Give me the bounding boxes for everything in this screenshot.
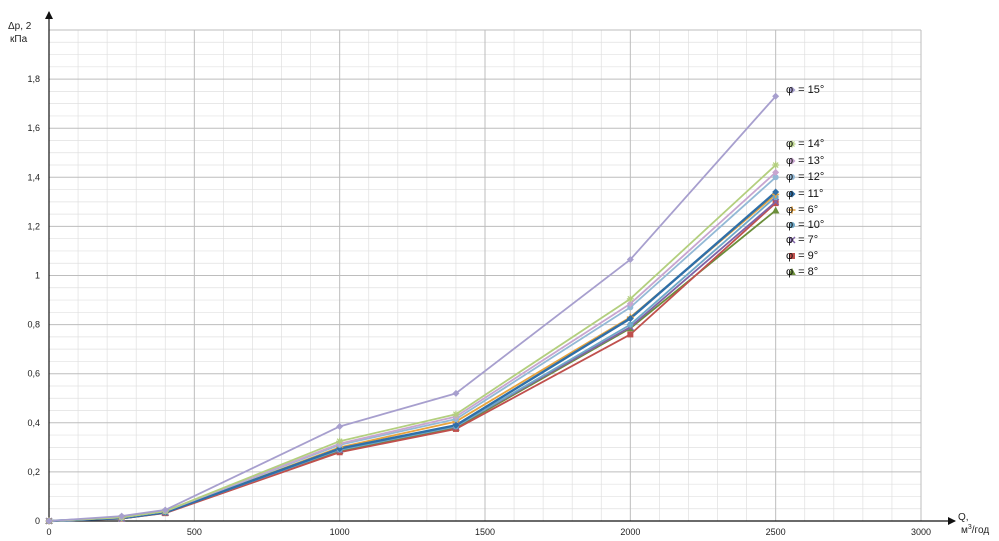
data-point: [627, 304, 634, 311]
legend-symbol: φ: [786, 84, 793, 96]
y-tick-label: 0,2: [27, 467, 40, 477]
series-line: [48, 209, 777, 522]
data-point: [118, 512, 126, 520]
data-point: [626, 300, 634, 308]
data-point: [772, 198, 780, 206]
data-point: [771, 206, 780, 214]
legend-entry: φ = 7°: [786, 234, 818, 246]
x-tick-label: 1000: [330, 527, 350, 537]
legend-symbol: φ: [786, 266, 793, 278]
legend-entry: φ = 9°: [786, 250, 818, 262]
legend-label: = 14°: [798, 138, 824, 150]
legend-label: = 10°: [798, 219, 824, 231]
data-point: [772, 200, 779, 207]
y-tick-label: 0,8: [27, 320, 40, 330]
legend-label: = 15°: [798, 84, 824, 96]
legend-symbol: φ: [786, 234, 793, 246]
legend-symbol: φ: [786, 250, 793, 262]
data-point: [626, 256, 634, 264]
data-point: [336, 437, 344, 445]
data-point: [336, 422, 344, 430]
x-axis-title-line1: Q,: [958, 512, 969, 523]
legend-label: = 9°: [798, 250, 818, 262]
data-point: [772, 92, 780, 100]
legend-symbol: φ: [786, 188, 793, 200]
data-point: [788, 190, 796, 198]
x-tick-label: 2500: [766, 527, 786, 537]
y-tick-label: 0,4: [27, 418, 40, 428]
legend-entry: φ = 6°: [786, 204, 818, 216]
x-tick-label: 2000: [620, 527, 640, 537]
x-tick-labels: 0 500 1000 1500 2000 2500 3000: [46, 527, 931, 537]
series-markers: [45, 92, 780, 525]
x-axis-title-unit-sup: 3: [968, 524, 972, 531]
y-tick-label: 1: [35, 271, 40, 281]
x-tick-label: 0: [46, 527, 51, 537]
series-line: [48, 95, 777, 522]
y-tick-label: 1,2: [27, 221, 40, 231]
data-point: [789, 222, 795, 228]
legend-entry: φ = 15°: [786, 84, 824, 96]
legend-symbol: φ: [786, 138, 793, 150]
x-tick-label: 1500: [475, 527, 495, 537]
legend-entry: φ = 11°: [786, 188, 823, 200]
y-axis-title-line2: кПа: [10, 34, 28, 45]
x-tick-label: 3000: [911, 527, 931, 537]
data-point: [627, 331, 634, 338]
data-point: [45, 517, 53, 525]
x-tick-label: 500: [187, 527, 202, 537]
data-point: [788, 206, 796, 214]
legend-label: = 8°: [798, 266, 818, 278]
data-point: [788, 140, 796, 148]
legend-entry: φ = 10°: [786, 219, 824, 231]
series-lines: [48, 95, 777, 523]
y-tick-label: 0,6: [27, 369, 40, 379]
legend-label: = 7°: [798, 234, 818, 246]
legend-label: = 12°: [798, 171, 824, 183]
data-point: [789, 174, 795, 180]
y-tick-label: 0: [35, 516, 40, 526]
y-axis-title-line1: Δp, 2: [8, 21, 32, 32]
data-point: [788, 268, 796, 275]
data-point: [788, 236, 796, 244]
legend-entry: φ = 13°: [786, 155, 824, 167]
legend-entry: φ = 12°: [786, 171, 824, 183]
data-point: [772, 174, 779, 181]
legend-entry: φ = 8°: [786, 266, 818, 278]
legend-symbol: φ: [786, 204, 793, 216]
y-tick-label: 1,8: [27, 74, 40, 84]
legend-symbol: φ: [786, 171, 793, 183]
data-point: [452, 421, 460, 429]
legend-label: = 6°: [798, 204, 818, 216]
y-tick-label: 1,6: [27, 123, 40, 133]
legend-label: = 11°: [798, 188, 823, 200]
y-tick-label: 1,4: [27, 172, 40, 182]
data-point: [772, 161, 780, 169]
x-axis-title-line2: м3/год: [961, 524, 989, 536]
legend: φ = 15° φ = 14° φ = 13° φ = 12° φ = 11° φ = 6° φ = 10…: [786, 84, 824, 278]
legend-symbol: φ: [786, 219, 793, 231]
data-point: [772, 188, 780, 196]
data-point: [788, 86, 796, 94]
data-point: [626, 314, 634, 322]
data-point: [627, 321, 634, 328]
legend-symbol: φ: [786, 155, 793, 167]
data-point: [452, 389, 460, 397]
x-axis-title-unit: м: [961, 525, 968, 536]
data-point: [789, 253, 795, 259]
data-point: [788, 157, 796, 165]
series-line: [48, 171, 777, 522]
legend-entry: φ = 14°: [786, 138, 824, 150]
data-point: [772, 168, 780, 176]
y-tick-labels: 0 0,2 0,4 0,6 0,8 1 1,2 1,4 1,6 1,8: [27, 74, 40, 526]
data-point: [626, 295, 634, 303]
x-axis-title-unit-rest: /год: [972, 525, 990, 536]
data-point: [161, 506, 169, 514]
legend-label: = 13°: [798, 155, 824, 167]
data-point: [452, 410, 460, 418]
